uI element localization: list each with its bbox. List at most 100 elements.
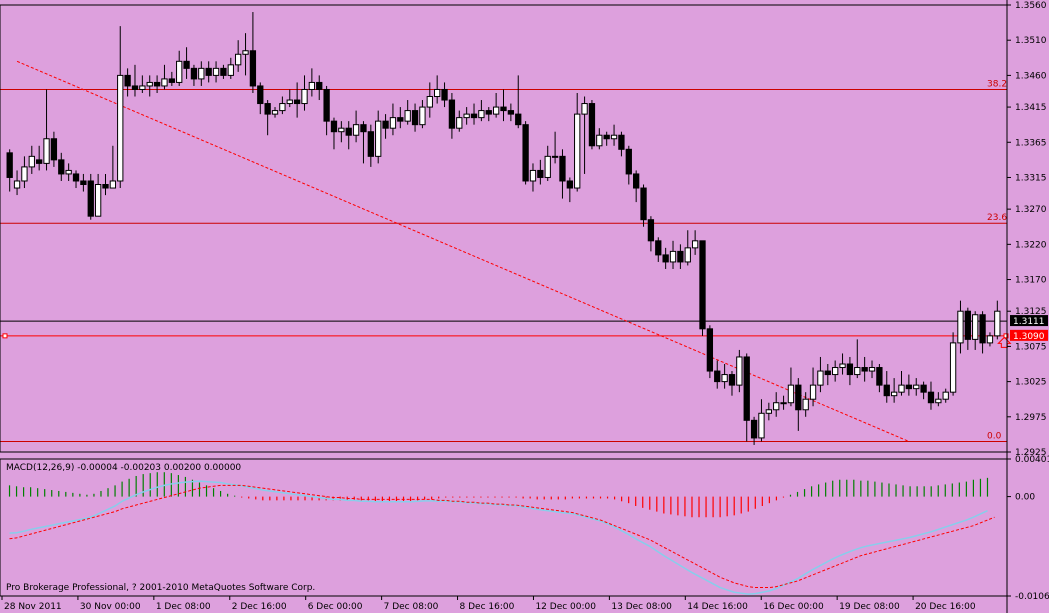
candle-body: [6, 152, 13, 178]
candle-body: [367, 131, 374, 157]
candle-body: [301, 88, 308, 105]
candle-body: [492, 106, 500, 115]
candle-body: [28, 155, 35, 168]
candle-body: [330, 120, 338, 133]
candle-body: [176, 60, 183, 83]
time-tick-label: 16 Dec 00:00: [763, 602, 824, 612]
candle-body: [743, 356, 750, 421]
candle-body: [456, 117, 463, 129]
candle-body: [581, 103, 588, 115]
candle-body: [596, 134, 603, 147]
price-tick-label: 1.3510: [1015, 36, 1047, 46]
time-tick-label: 2 Dec 16:00: [232, 602, 287, 612]
trendline: [16, 60, 910, 442]
candle-body: [920, 384, 927, 393]
price-tick-label: 1.3170: [1015, 276, 1047, 286]
candle-body: [787, 384, 795, 404]
candle-body: [515, 113, 522, 126]
candle-body: [419, 106, 426, 126]
candle-body: [109, 180, 117, 189]
candle-body: [949, 342, 957, 393]
candle-body: [212, 67, 220, 76]
candle-body: [235, 53, 242, 66]
candle-body: [43, 138, 50, 164]
candle-body: [117, 74, 124, 182]
candle-body: [986, 335, 994, 344]
candle-body: [375, 120, 382, 157]
candle-body: [677, 250, 684, 263]
fib-level-label: 38.2: [987, 79, 1007, 89]
candle-body: [72, 173, 80, 182]
candle-body: [293, 99, 301, 105]
candle-body: [345, 127, 352, 136]
candle-body: [21, 166, 28, 182]
candle-body: [662, 254, 669, 263]
candle-body: [883, 384, 890, 397]
candle-body: [183, 60, 190, 69]
price-tick-label: 1.3460: [1015, 71, 1047, 81]
current-price-box: [1010, 315, 1048, 327]
price-tick-label: 1.3220: [1015, 240, 1047, 250]
candle-body: [780, 402, 787, 405]
candle-body: [699, 240, 706, 330]
candle-body: [146, 81, 153, 87]
candle-body: [463, 113, 470, 119]
candle-body: [633, 173, 640, 189]
candle-body: [286, 99, 293, 105]
candle-body: [87, 180, 94, 217]
candle-body: [338, 127, 345, 133]
candle-body: [411, 110, 419, 126]
candle-body: [65, 169, 72, 175]
price-tick-label: 1.3365: [1015, 138, 1047, 148]
candle-body: [190, 67, 198, 80]
candle-body: [603, 134, 610, 140]
candle-body: [610, 134, 618, 140]
candle-body: [964, 310, 971, 340]
price-tick-label: 1.2975: [1015, 413, 1047, 423]
footer-copyright: Pro Brokerage Professional, ? 2001-2010 …: [6, 583, 315, 593]
candle-body: [507, 110, 515, 115]
candle-body: [13, 180, 21, 189]
candle-body: [426, 96, 433, 108]
candle-body: [942, 391, 949, 400]
candle-body: [478, 110, 485, 119]
candle-body: [205, 67, 212, 76]
candle-body: [714, 370, 721, 383]
candle-body: [890, 391, 898, 397]
fib-level-label: 23.6: [987, 213, 1007, 223]
candle-body: [588, 103, 596, 147]
candle-body: [470, 113, 478, 119]
price-tick-label: 1.3025: [1015, 378, 1047, 388]
candle-body: [441, 88, 448, 101]
price-panel: 38.2 23.6 0.0: [0, 12, 1012, 445]
level-handle-right: [1003, 333, 1009, 339]
candle-body: [198, 67, 205, 80]
candle-body: [389, 117, 397, 129]
candle-body: [249, 50, 257, 87]
macd-signal-line: [9, 484, 995, 589]
time-tick-label: 14 Dec 16:00: [687, 602, 748, 612]
time-tick-label: 13 Dec 08:00: [611, 602, 672, 612]
macd-tick-label: -0.0106: [1015, 592, 1049, 602]
candle-body: [161, 78, 168, 87]
candle-body: [832, 367, 839, 376]
candle-body: [485, 110, 492, 115]
candle-body: [839, 363, 846, 369]
price-tick-label: 1.3415: [1015, 103, 1047, 113]
candle-body: [876, 367, 883, 386]
candle-body: [271, 110, 279, 115]
candle-body: [706, 328, 714, 372]
candle-body: [655, 240, 662, 256]
candle-body: [522, 124, 529, 182]
candle-body: [139, 85, 146, 90]
fib-level-label: 0.0: [987, 431, 1002, 441]
macd-tick-label: 0.00: [1015, 493, 1035, 503]
candle-body: [994, 310, 1001, 337]
candle-body: [227, 64, 234, 76]
candle-body: [728, 374, 736, 386]
candle-body: [551, 155, 559, 158]
candle-body: [316, 81, 323, 90]
candle-body: [802, 398, 809, 411]
